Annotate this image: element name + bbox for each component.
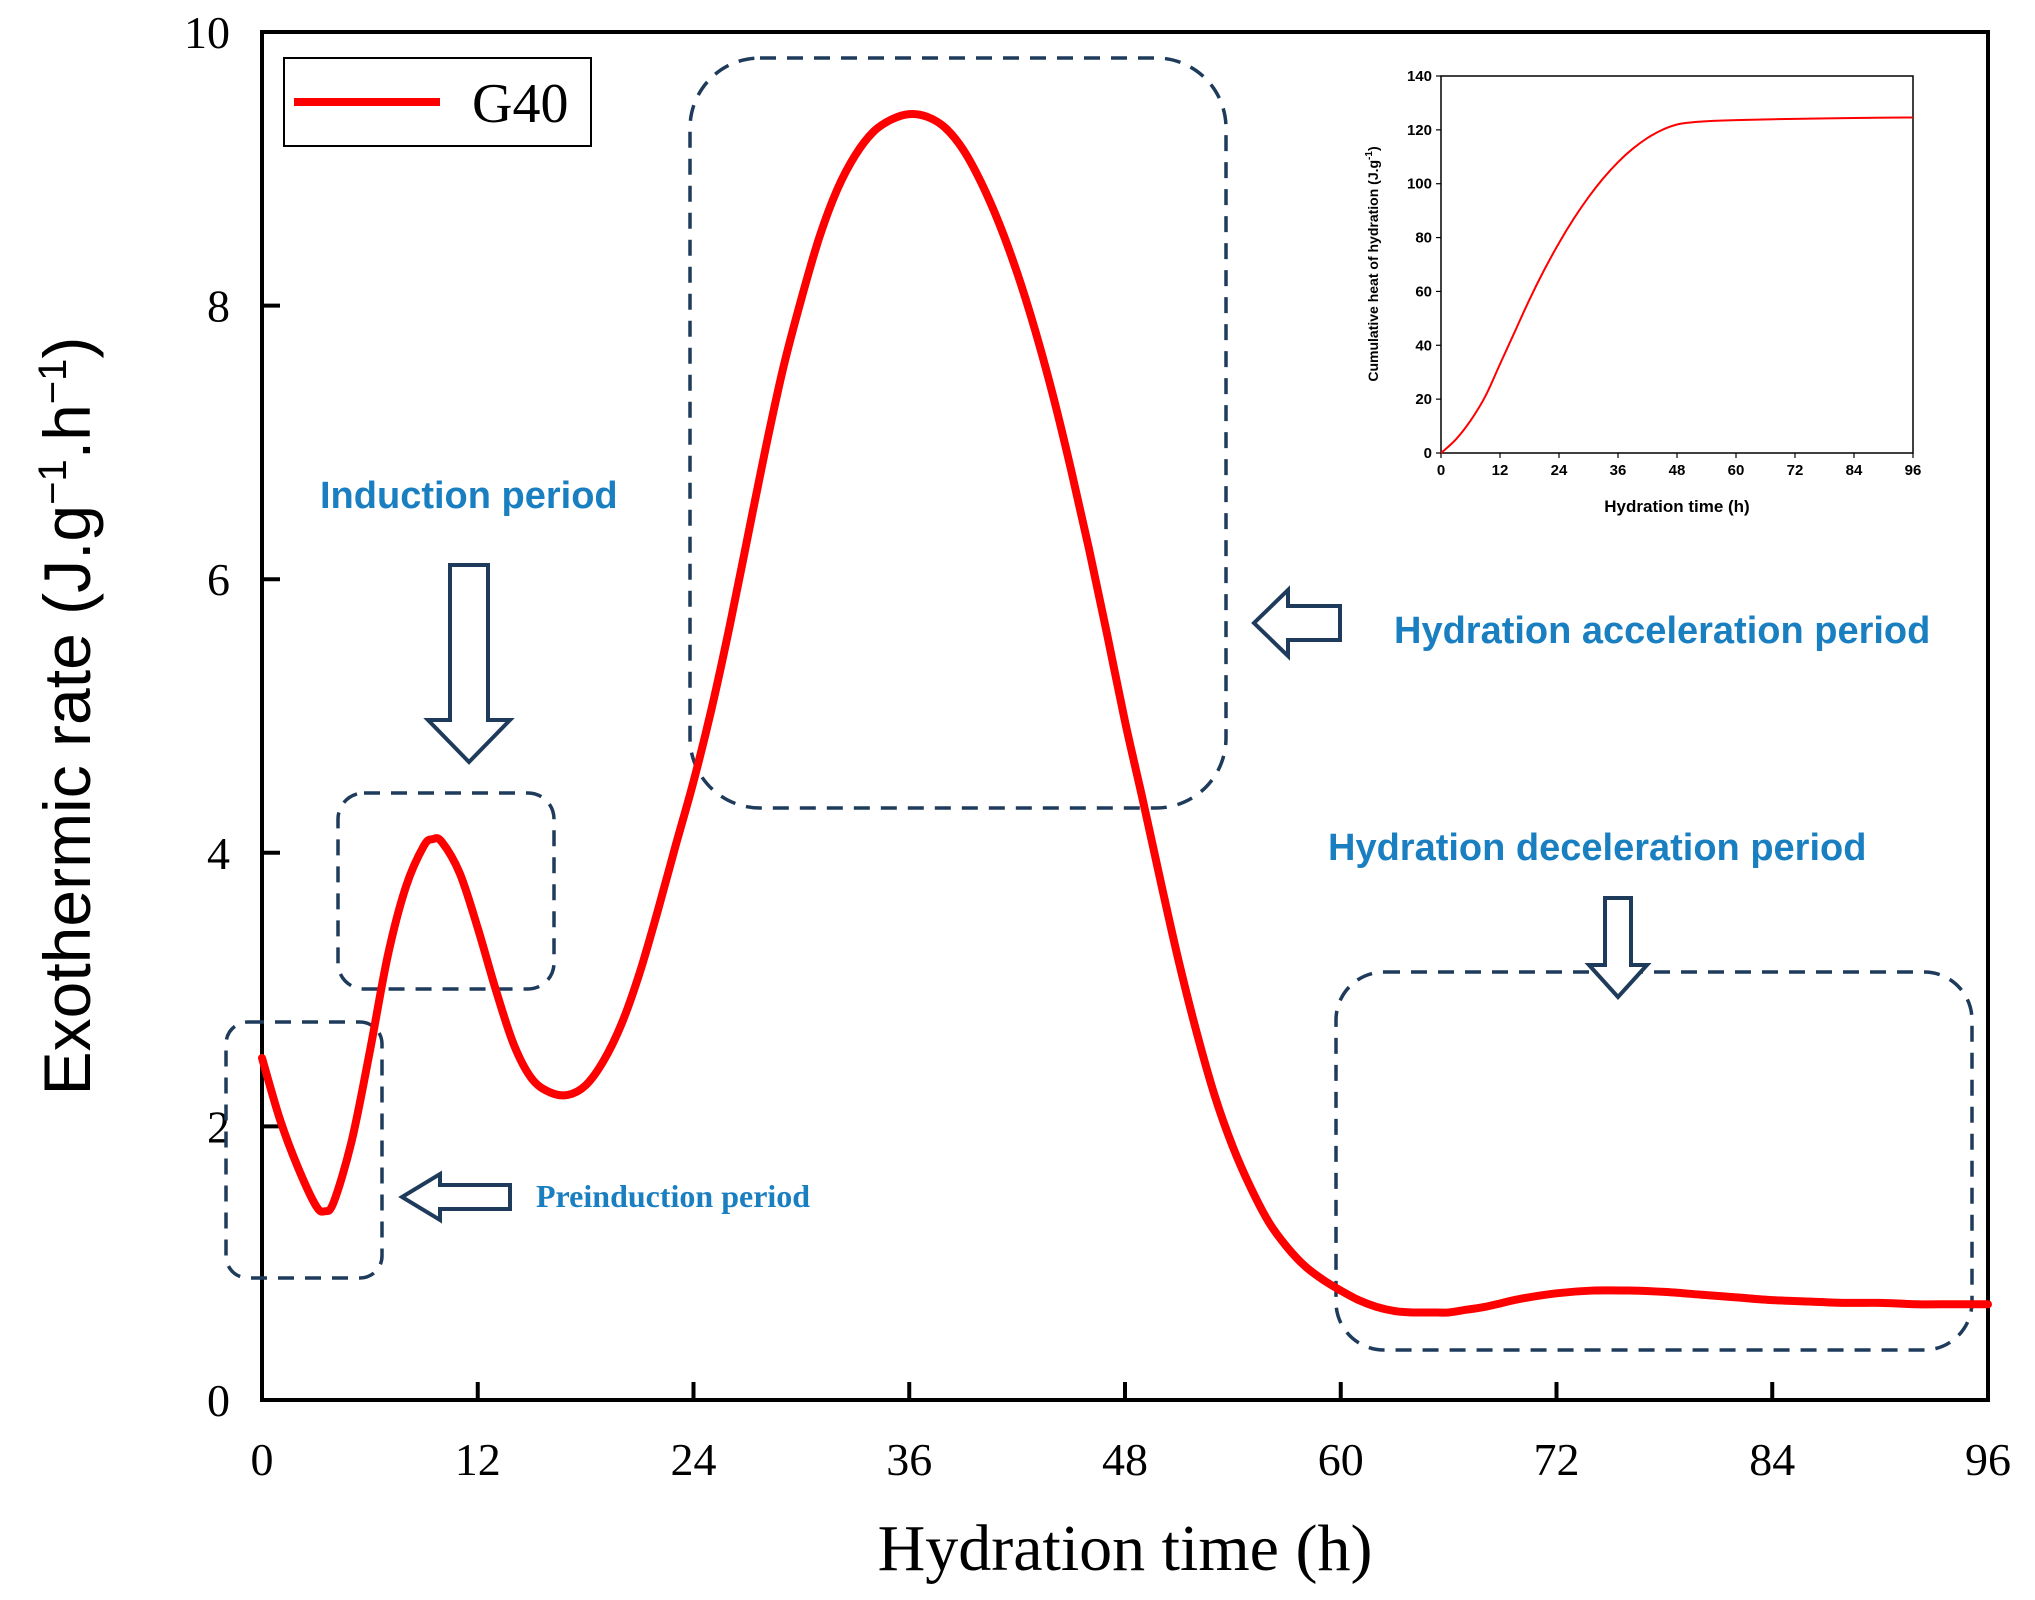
x-tick-label: 24 xyxy=(671,1434,717,1485)
deceleration-box xyxy=(1334,970,1974,1352)
y-tick-label: 8 xyxy=(207,281,230,332)
main-axis-ticks xyxy=(260,30,1990,1402)
inset-y-title-main: Cumulative heat of hydration (J.g xyxy=(1365,160,1381,382)
y-tick-label: 0 xyxy=(207,1375,230,1426)
inset-y-tick-label: 0 xyxy=(1424,445,1432,462)
acceleration-box xyxy=(688,56,1228,810)
inset-y-tick-label: 80 xyxy=(1415,230,1432,247)
x-tick-label: 72 xyxy=(1534,1434,1580,1485)
x-axis-title: Hydration time (h) xyxy=(878,1512,1373,1585)
y-tick-label: 10 xyxy=(184,7,230,58)
inset-x-tick-label: 96 xyxy=(1905,462,1922,479)
inset-y-title-close: ) xyxy=(1365,146,1381,151)
y-axis-title-main: Exothermic rate (J.g xyxy=(30,505,104,1096)
g40-series-line xyxy=(258,109,1992,1317)
preinduction-box xyxy=(224,1020,384,1280)
x-tick-label: 12 xyxy=(455,1434,501,1485)
y-tick-label: 6 xyxy=(207,554,230,605)
preinduction-arrow xyxy=(398,1170,512,1224)
inset-x-axis-title: Hydration time (h) xyxy=(1604,497,1749,516)
inset-x-tick-label: 12 xyxy=(1492,462,1509,479)
inset-axis-ticks xyxy=(1436,75,1914,458)
inset-y-title-sup: -1 xyxy=(1364,151,1375,160)
inset-y-axis-title: Cumulative heat of hydration (J.g-1) xyxy=(1364,146,1381,381)
inset-cumulative-line xyxy=(1440,116,1914,454)
x-tick-label: 84 xyxy=(1749,1434,1795,1485)
inset-x-tick-label: 60 xyxy=(1728,462,1745,479)
inset-y-tick-label: 120 xyxy=(1407,122,1432,139)
deceleration-arrow xyxy=(1584,896,1652,1000)
inset-y-tick-label: 20 xyxy=(1415,391,1432,408)
legend: G40 xyxy=(283,57,592,147)
induction-arrow xyxy=(423,563,515,765)
inset-x-tick-label: 84 xyxy=(1846,462,1863,479)
annotation-deceleration: Hydration deceleration period xyxy=(1328,827,1866,869)
inset-y-tick-label: 140 xyxy=(1407,68,1432,85)
inset-frame xyxy=(1440,75,1914,454)
induction-box xyxy=(336,791,556,991)
inset-tick-labels: 0 12 24 36 48 60 72 84 96 0 20 40 60 80 100 120 140 xyxy=(1407,68,1921,479)
y-axis-title-mid: .h xyxy=(30,404,104,459)
x-tick-label: 36 xyxy=(886,1434,932,1485)
y-axis-title-exp2: −1 xyxy=(31,359,75,405)
inset-x-tick-label: 72 xyxy=(1787,462,1804,479)
annotation-preinduction: Preinduction period xyxy=(536,1178,810,1214)
inset-x-tick-label: 48 xyxy=(1669,462,1686,479)
inset-y-tick-label: 40 xyxy=(1415,337,1432,354)
x-tick-label: 96 xyxy=(1965,1434,2011,1485)
inset-y-tick-label: 100 xyxy=(1407,176,1432,193)
y-axis-title: Exothermic rate (J.g−1.h−1) xyxy=(30,337,104,1096)
main-tick-labels: 0 12 24 36 48 60 72 84 96 0 24 6 8 10 xyxy=(184,7,2011,1485)
x-tick-label: 48 xyxy=(1102,1434,1148,1485)
y-tick-label: 4 xyxy=(207,828,230,879)
inset-x-tick-label: 36 xyxy=(1610,462,1627,479)
legend-label: G40 xyxy=(472,73,568,135)
annotation-acceleration: Hydration acceleration period xyxy=(1394,610,1930,652)
y-axis-title-close: ) xyxy=(30,337,104,359)
inset-x-tick-label: 0 xyxy=(1437,462,1445,479)
x-tick-label: 0 xyxy=(251,1434,274,1485)
y-axis-title-exp1: −1 xyxy=(31,459,75,505)
inset-y-tick-label: 60 xyxy=(1415,283,1432,300)
acceleration-arrow xyxy=(1251,585,1342,661)
inset-chart: 0 12 24 36 48 60 72 84 96 0 20 40 60 80 100 120 140 Hydr… xyxy=(1364,68,1921,516)
x-tick-label: 60 xyxy=(1318,1434,1364,1485)
annotation-induction: Induction period xyxy=(320,475,618,517)
inset-x-tick-label: 24 xyxy=(1551,462,1568,479)
